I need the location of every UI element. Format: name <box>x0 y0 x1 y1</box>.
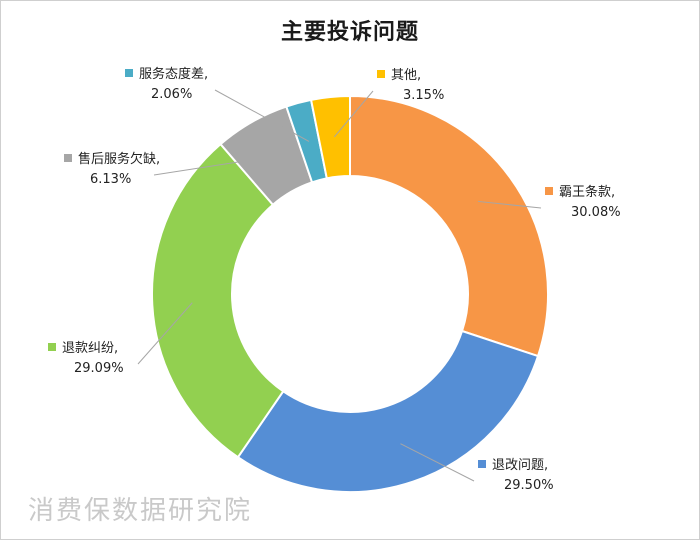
slice-1 <box>236 329 540 493</box>
label-key-4 <box>125 69 133 77</box>
data-label-value-1: 29.50% <box>504 478 554 493</box>
label-key-3 <box>64 154 72 162</box>
leader-line-3 <box>153 156 272 176</box>
data-label-category-5: 其他, <box>391 68 421 83</box>
label-key-0 <box>545 187 553 195</box>
leader-line-0 <box>477 200 542 209</box>
data-label-category-1: 退改问题, <box>492 458 548 473</box>
leader-line-5 <box>334 90 374 138</box>
leader-line-4 <box>214 89 310 142</box>
data-label-value-5: 3.15% <box>403 88 444 103</box>
leader-line-2 <box>137 302 193 365</box>
chart-title: 主要投诉问题 <box>280 19 419 45</box>
slice-2 <box>151 142 285 459</box>
slice-0 <box>349 94 549 358</box>
label-key-1 <box>478 460 486 468</box>
slice-5 <box>309 94 351 180</box>
data-label-value-4: 2.06% <box>151 87 192 102</box>
label-key-2 <box>48 343 56 351</box>
data-label-category-0: 霸王条款, <box>559 184 615 200</box>
data-label-value-3: 6.13% <box>90 172 131 187</box>
data-label-category-4: 服务态度差, <box>139 66 208 82</box>
data-label-value-0: 30.08% <box>571 205 621 220</box>
watermark: 消费保数据研究院 <box>28 496 253 526</box>
data-label-category-2: 退款纠纷, <box>62 341 118 356</box>
data-label-value-2: 29.09% <box>74 361 124 376</box>
label-key-5 <box>377 70 385 78</box>
leader-line-1 <box>400 443 475 482</box>
data-label-category-3: 售后服务欠缺, <box>78 151 160 167</box>
